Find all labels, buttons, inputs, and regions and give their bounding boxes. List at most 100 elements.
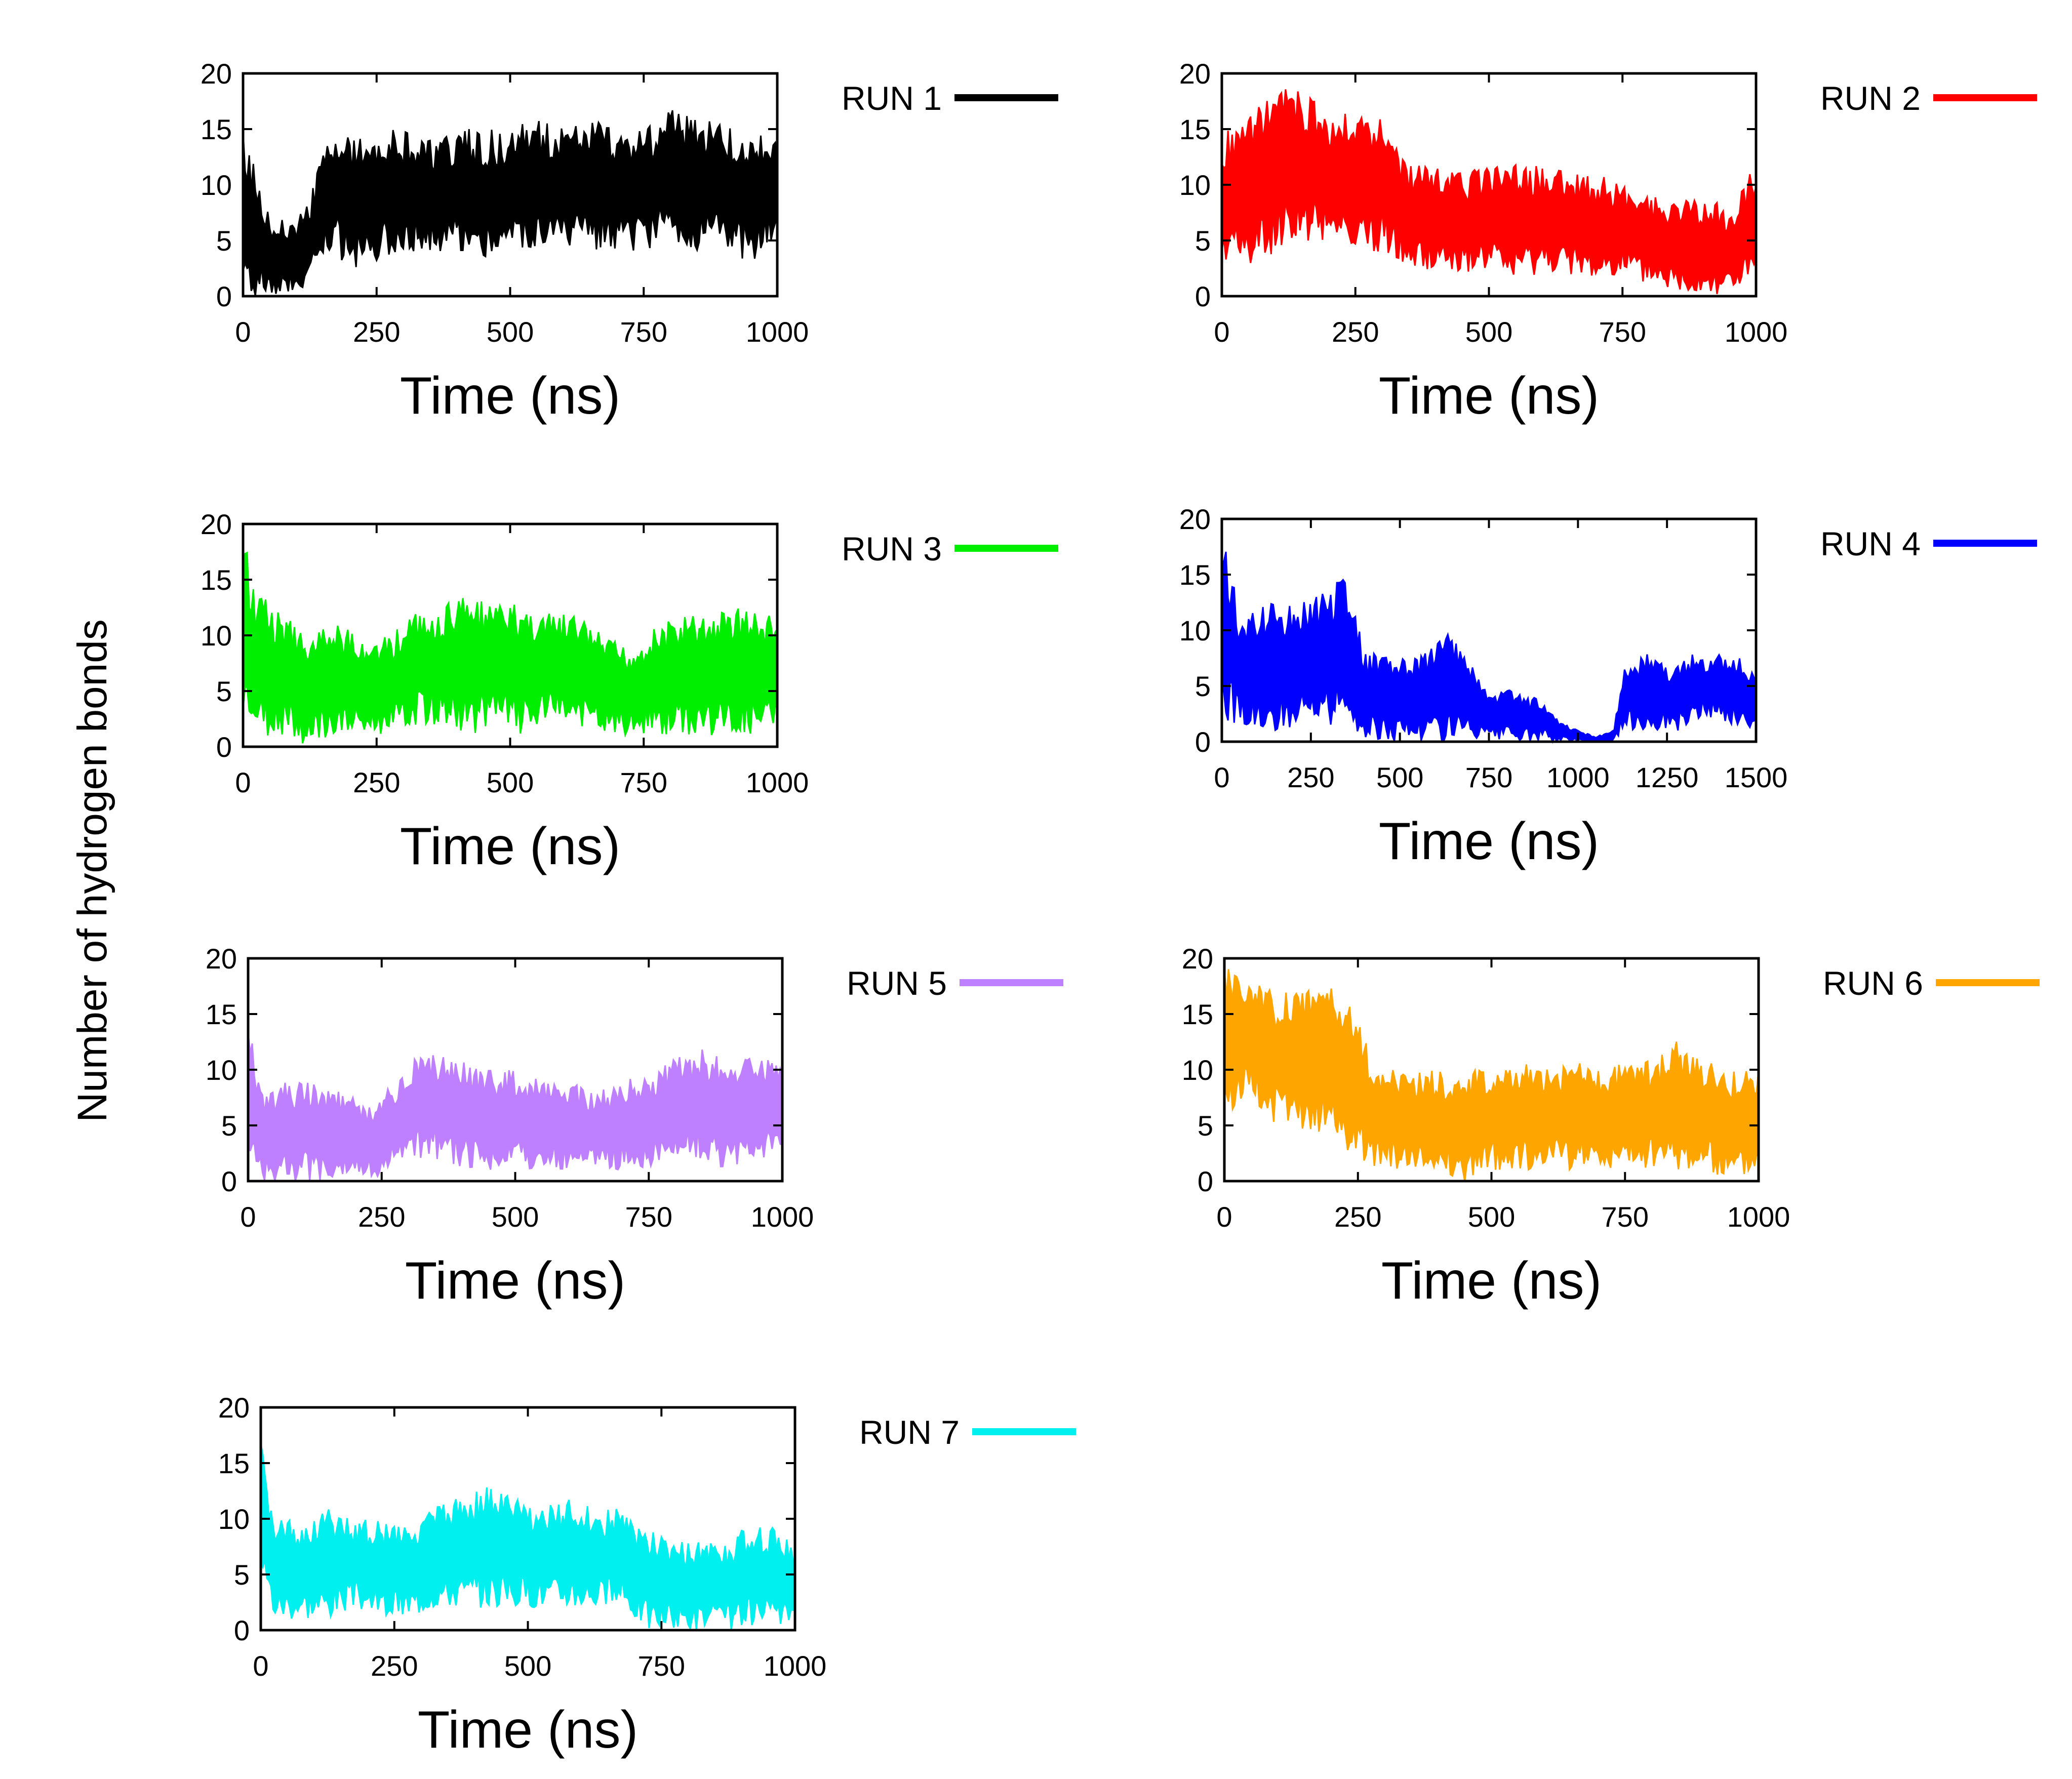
x-tick-label: 250 <box>1334 1201 1381 1233</box>
x-tick-label: 0 <box>1216 1201 1232 1233</box>
x-tick-label: 0 <box>235 316 251 348</box>
y-tick-label: 0 <box>216 280 232 312</box>
legend-label: RUN 4 <box>1820 525 1921 562</box>
x-tick-label: 0 <box>1214 761 1229 793</box>
y-tick-label: 10 <box>1182 1054 1213 1086</box>
y-tick-label: 0 <box>1198 1165 1213 1197</box>
y-tick-label: 15 <box>206 998 237 1030</box>
x-tick-label: 1250 <box>1636 761 1699 793</box>
x-tick-label: 750 <box>1599 316 1646 348</box>
x-axis-label: Time (ns) <box>1379 367 1599 425</box>
legend-label: RUN 2 <box>1820 79 1921 117</box>
y-tick-label: 20 <box>1179 58 1211 90</box>
x-axis-label: Time (ns) <box>418 1701 638 1759</box>
y-tick-label: 10 <box>201 620 232 652</box>
x-tick-label: 500 <box>504 1650 551 1682</box>
series-trace-1 <box>242 110 778 297</box>
y-tick-label: 0 <box>1195 280 1211 312</box>
x-tick-label: 750 <box>625 1201 672 1233</box>
panel-2: 0 250 500 750 1000 0 5 10 15 20 Time (ns) RUN 2 <box>1179 58 2037 425</box>
x-tick-label: 750 <box>620 766 667 798</box>
x-tick-label: 750 <box>638 1650 685 1682</box>
x-tick-label: 250 <box>371 1650 418 1682</box>
x-tick-label: 0 <box>1214 316 1229 348</box>
y-tick-label: 5 <box>221 1110 237 1142</box>
y-axis-label: Number of hydrogen bonds <box>69 619 115 1122</box>
x-tick-label: 750 <box>1465 761 1512 793</box>
y-tick-label: 0 <box>234 1614 250 1646</box>
x-tick-label: 1000 <box>1546 761 1610 793</box>
y-tick-label: 0 <box>216 731 232 763</box>
legend-label: RUN 3 <box>842 530 942 568</box>
x-tick-label: 1500 <box>1725 761 1788 793</box>
y-tick-label: 10 <box>206 1054 237 1086</box>
y-tick-label: 15 <box>201 564 232 596</box>
x-tick-label: 1000 <box>746 316 809 348</box>
y-tick-label: 15 <box>1179 113 1211 145</box>
y-tick-label: 15 <box>1182 998 1213 1030</box>
y-tick-label: 5 <box>234 1559 250 1591</box>
y-tick-label: 0 <box>221 1165 237 1197</box>
x-tick-label: 500 <box>487 316 534 348</box>
x-tick-label: 750 <box>620 316 667 348</box>
y-tick-label: 5 <box>216 675 232 707</box>
x-tick-label: 250 <box>1287 761 1334 793</box>
series-trace-6 <box>1223 968 1760 1182</box>
y-tick-label: 5 <box>1195 670 1211 702</box>
x-tick-label: 250 <box>1332 316 1379 348</box>
y-tick-label: 10 <box>218 1503 250 1535</box>
x-tick-label: 500 <box>1465 316 1512 348</box>
panel-5: 0 250 500 750 1000 0 5 10 15 20 Time (ns) RUN 5 <box>206 943 1063 1310</box>
x-tick-label: 750 <box>1602 1201 1649 1233</box>
x-tick-label: 500 <box>1468 1201 1515 1233</box>
x-axis-label: Time (ns) <box>400 367 620 425</box>
y-tick-label: 15 <box>218 1447 250 1479</box>
y-tick-label: 20 <box>1182 943 1213 975</box>
x-tick-label: 500 <box>1376 761 1423 793</box>
panel-1: 0 250 500 750 1000 0 5 10 15 20 Time (ns) RUN 1 <box>201 58 1058 425</box>
y-tick-label: 0 <box>1195 726 1211 758</box>
legend-label: RUN 6 <box>1823 964 1923 1002</box>
x-tick-label: 0 <box>240 1201 256 1233</box>
y-tick-label: 20 <box>218 1392 250 1424</box>
x-tick-label: 0 <box>253 1650 268 1682</box>
series-trace-7 <box>260 1443 796 1631</box>
x-tick-label: 1000 <box>764 1650 827 1682</box>
y-tick-label: 20 <box>206 943 237 975</box>
y-tick-label: 20 <box>201 58 232 90</box>
x-axis-label: Time (ns) <box>400 817 620 876</box>
legend-label: RUN 7 <box>859 1413 960 1451</box>
x-tick-label: 1000 <box>1727 1201 1790 1233</box>
panel-6: 0 250 500 750 1000 0 5 10 15 20 Time (ns) RUN 6 <box>1182 943 2040 1310</box>
x-tick-label: 1000 <box>1725 316 1788 348</box>
x-tick-label: 0 <box>235 766 251 798</box>
y-tick-label: 15 <box>201 113 232 145</box>
x-tick-label: 500 <box>487 766 534 798</box>
y-tick-label: 10 <box>201 169 232 201</box>
y-tick-label: 5 <box>1195 225 1211 257</box>
x-tick-label: 250 <box>353 316 400 348</box>
y-tick-label: 10 <box>1179 615 1211 646</box>
x-tick-label: 500 <box>492 1201 539 1233</box>
series-trace-5 <box>247 1032 783 1182</box>
legend-label: RUN 5 <box>847 964 947 1002</box>
y-tick-label: 10 <box>1179 169 1211 201</box>
series-trace-4 <box>1221 551 1757 744</box>
y-tick-label: 20 <box>201 508 232 540</box>
legend-label: RUN 1 <box>842 79 942 117</box>
y-tick-label: 20 <box>1179 503 1211 535</box>
y-tick-label: 15 <box>1179 559 1211 591</box>
x-tick-label: 250 <box>353 766 400 798</box>
x-tick-label: 1000 <box>746 766 809 798</box>
series-trace-3 <box>242 551 778 744</box>
series-trace-2 <box>1221 89 1757 294</box>
x-tick-label: 250 <box>358 1201 405 1233</box>
x-axis-label: Time (ns) <box>405 1251 625 1310</box>
y-tick-label: 5 <box>1198 1110 1213 1142</box>
panel-3: 0 250 500 750 1000 0 5 10 15 20 Time (ns) RUN 3 <box>201 508 1058 876</box>
x-tick-label: 1000 <box>751 1201 814 1233</box>
x-axis-label: Time (ns) <box>1379 812 1599 871</box>
panel-4: 0 250 500 750 1000 1250 1500 0 5 10 15 20 Time (ns) R… <box>1179 503 2037 871</box>
panel-7: 0 250 500 750 1000 0 5 10 15 20 Time (ns) RUN 7 <box>218 1392 1076 1759</box>
